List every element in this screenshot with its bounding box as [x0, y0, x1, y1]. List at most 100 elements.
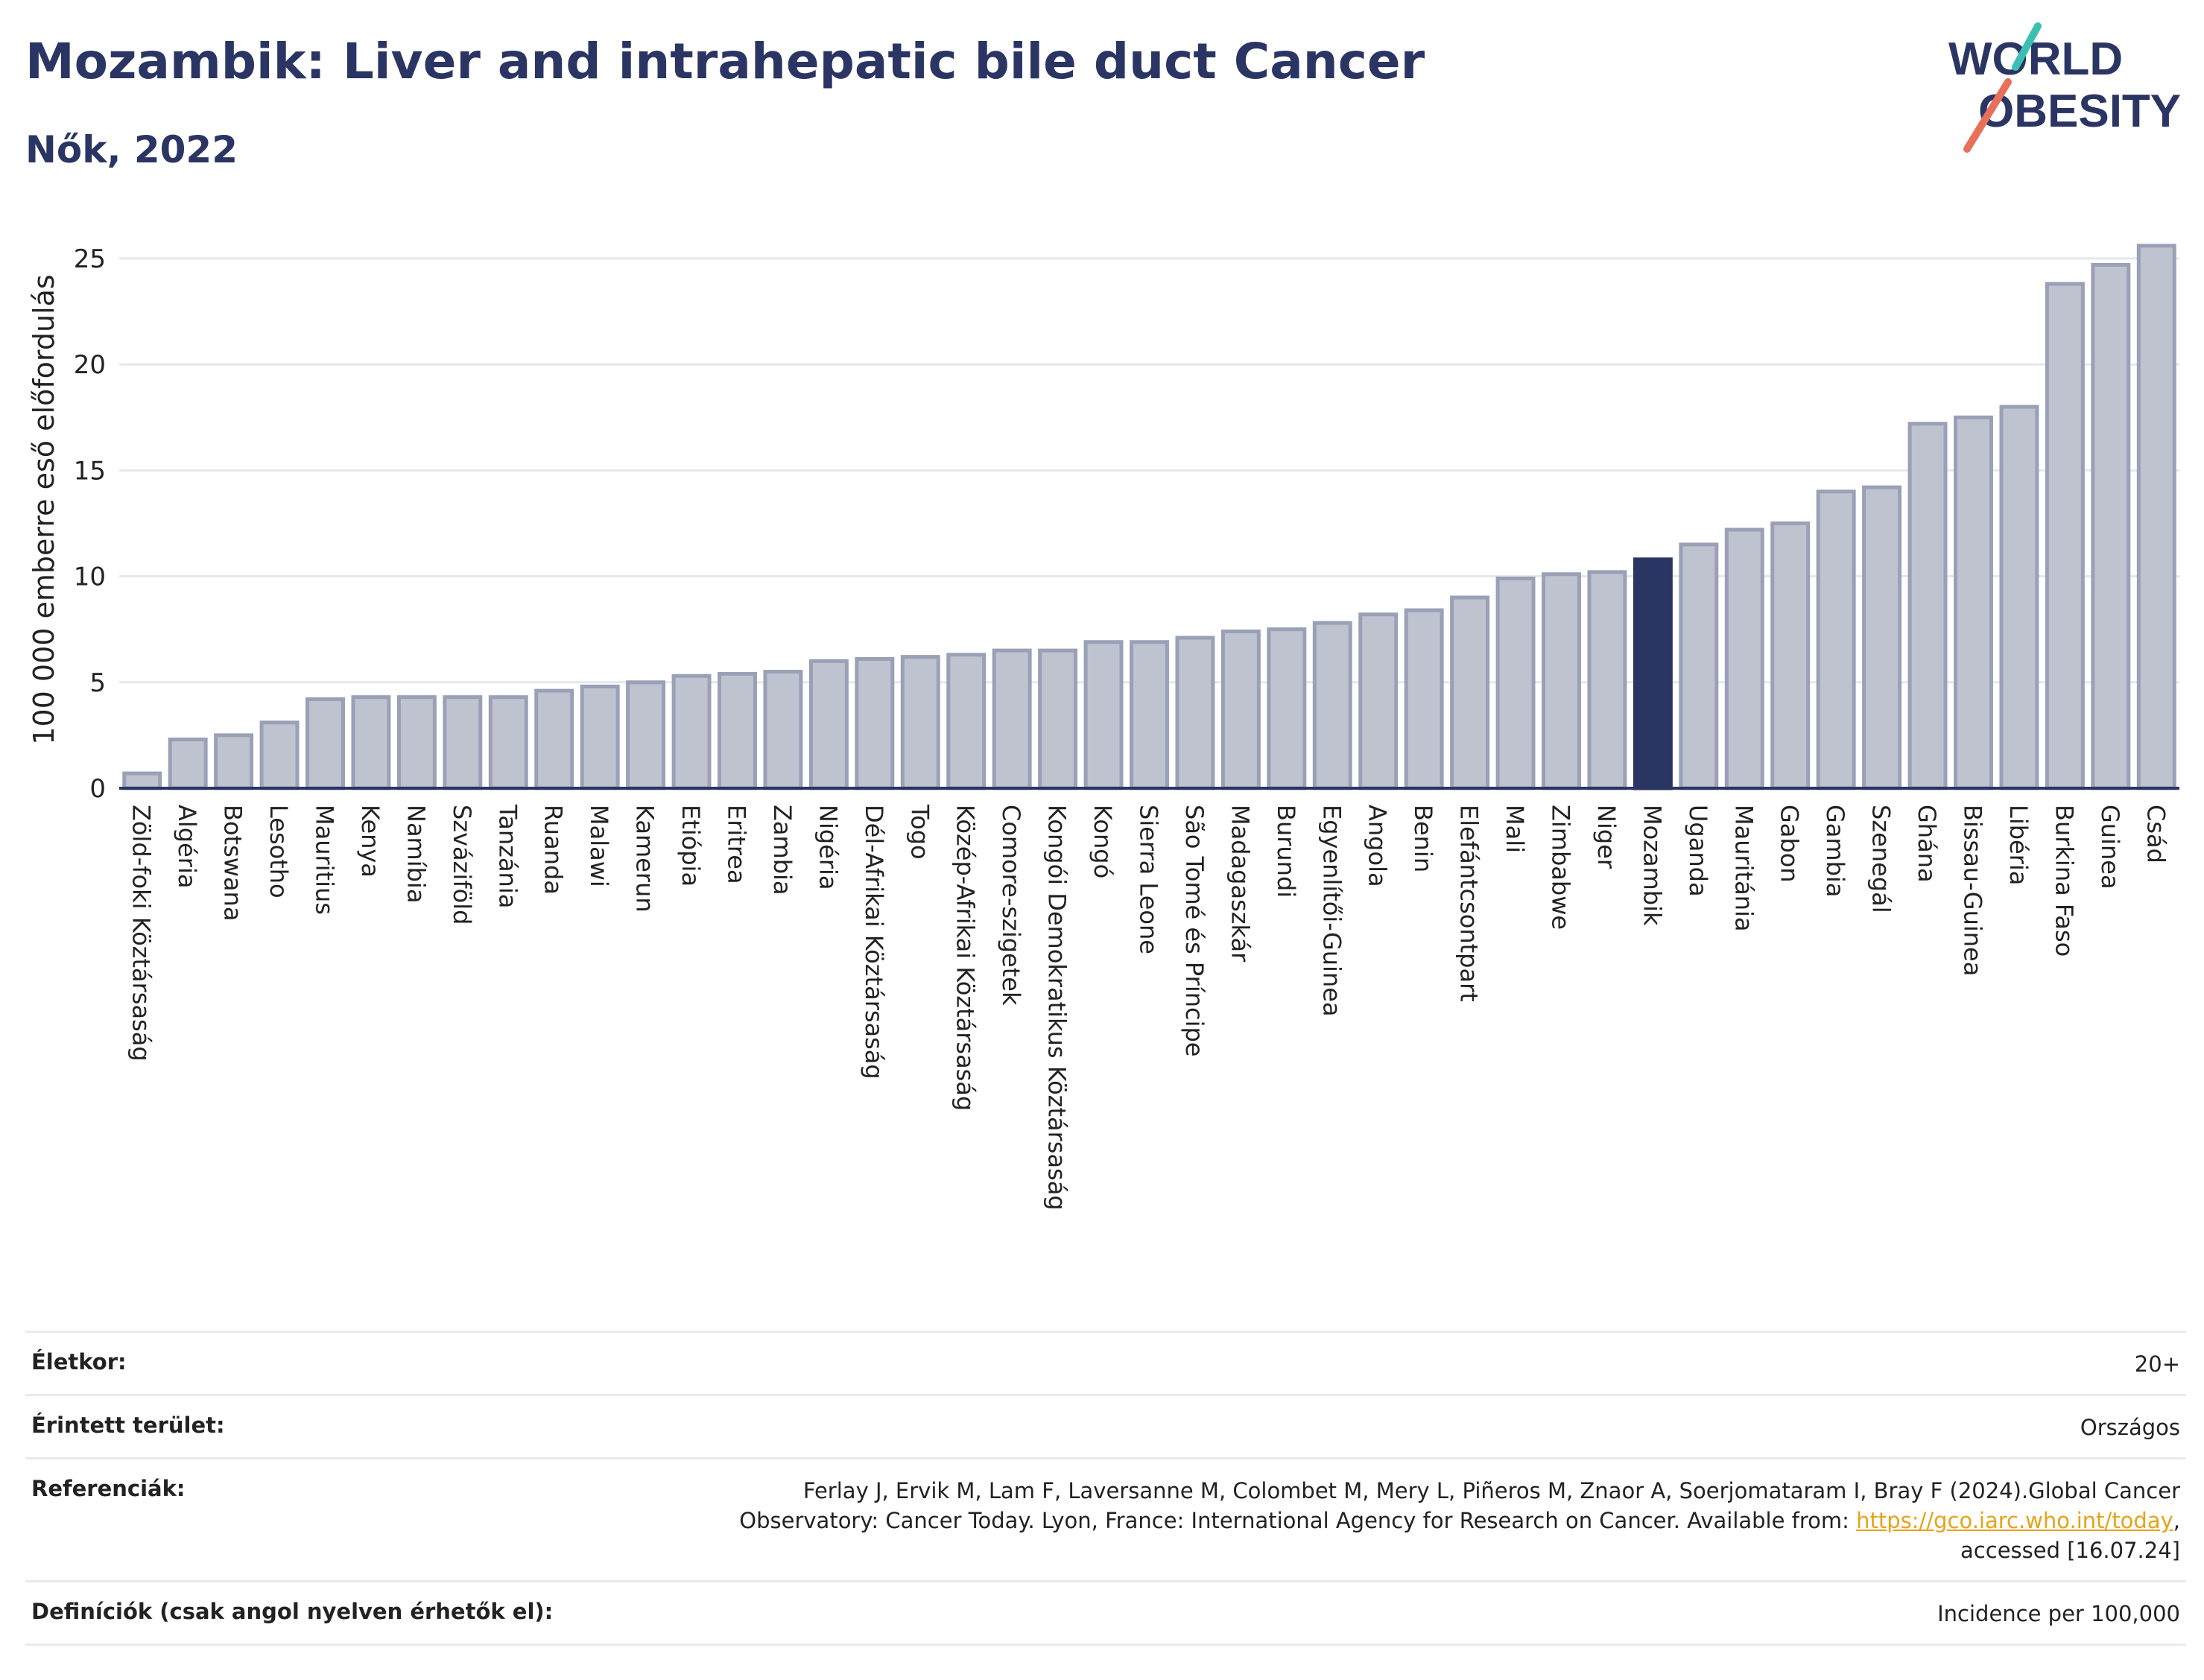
- bar: [808, 659, 849, 790]
- x-tick-label: Gambia: [1821, 805, 1849, 897]
- x-tick-label: Kenya: [356, 805, 384, 878]
- x-tick-label: Botswana: [219, 805, 247, 921]
- x-tick-label: Zöld-foki Köztársaság: [127, 805, 156, 1062]
- bar: [2091, 262, 2131, 790]
- x-tick-label: Lesotho: [265, 805, 293, 898]
- x-tick-label: Burkina Faso: [2050, 805, 2078, 957]
- reference-line-3: accessed [16.07.24]: [1960, 1538, 2180, 1563]
- bar: [1267, 627, 1307, 790]
- x-tick-label: São Tomé és Príncipe: [1180, 805, 1209, 1056]
- bar: [305, 697, 345, 790]
- bar: [946, 653, 987, 790]
- page-title: Mozambik: Liver and intrahepatic bile du…: [25, 33, 1425, 90]
- x-tick-label: Ghána: [1913, 805, 1941, 883]
- y-tick-label: 5: [89, 668, 106, 698]
- x-tick-label: Algéria: [173, 805, 201, 888]
- bar: [1633, 557, 1673, 790]
- y-tick-label: 0: [89, 774, 106, 804]
- x-tick-label: Burundi: [1272, 805, 1300, 898]
- bar: [1038, 648, 1078, 790]
- info-row-age: Életkor: 20+: [25, 1331, 2186, 1394]
- bar: [1770, 521, 1811, 790]
- age-value: 20+: [2134, 1351, 2180, 1377]
- bar: [1312, 621, 1352, 790]
- x-tick-label: Nigéria: [814, 805, 842, 890]
- reference-line-1: Ferlay J, Ervik M, Lam F, Laversanne M, …: [802, 1478, 2180, 1503]
- x-tick-label: Gabon: [1776, 805, 1804, 883]
- definitions-value: Incidence per 100,000: [1937, 1601, 2180, 1626]
- x-tick-label: Mozambik: [1638, 805, 1666, 926]
- x-tick-label: Angola: [1364, 805, 1392, 887]
- bar: [168, 738, 208, 790]
- bar: [1542, 572, 1581, 790]
- x-tick-label: Benin: [1409, 805, 1437, 872]
- bar: [1220, 630, 1261, 790]
- logo-line2: OBESITY: [1978, 86, 2181, 137]
- reference-line-2-text: Observatory: Cancer Today. Lyon, France:…: [739, 1508, 1857, 1533]
- x-tick-label: Szenegál: [1867, 805, 1896, 913]
- bar: [855, 656, 895, 790]
- x-tick-label: Közép-Afrikai Köztársaság: [951, 805, 980, 1111]
- y-tick-label: 10: [74, 562, 106, 592]
- bar: [1907, 422, 1948, 790]
- y-axis-label: 100 000 emberre eső előfordulás: [28, 274, 60, 744]
- bar: [763, 670, 803, 790]
- bar: [259, 720, 300, 790]
- bar: [580, 684, 620, 790]
- bar: [351, 695, 391, 790]
- x-tick-label: Mauritánia: [1729, 805, 1758, 931]
- x-tick-label: Niger: [1592, 805, 1621, 869]
- info-row-area: Érintett terület: Országos: [25, 1394, 2186, 1457]
- bar: [671, 673, 712, 790]
- reference-line-2-end: ,: [2173, 1508, 2180, 1533]
- bar: [1404, 608, 1444, 790]
- references-label: Referenciák:: [31, 1476, 186, 1501]
- bar: [122, 771, 162, 790]
- x-tick-label: Mali: [1501, 805, 1529, 853]
- bar: [1724, 527, 1764, 790]
- x-tick-label: Egyenlítői-Guinea: [1317, 805, 1346, 1017]
- page-subtitle: Nők, 2022: [25, 128, 238, 171]
- bar: [2045, 282, 2085, 790]
- area-value: Országos: [2080, 1415, 2180, 1440]
- world-obesity-logo: WORLD OBESITY: [1948, 22, 2181, 153]
- info-row-definitions: Definíciók (csak angol nyelven érhetők e…: [25, 1580, 2186, 1646]
- info-table: Életkor: 20+ Érintett terület: Országos …: [25, 1331, 2186, 1646]
- y-tick-label: 20: [74, 350, 106, 380]
- bar: [626, 680, 666, 790]
- x-tick-label: Libéria: [2004, 805, 2033, 885]
- bar: [1450, 595, 1490, 790]
- x-tick-label: Namíbia: [402, 805, 430, 903]
- x-tick-label: Tanzánia: [493, 804, 522, 908]
- x-tick-label: Ruanda: [539, 805, 568, 895]
- bar-chart: 0 5 10 15 20 25 100 000 emberre eső előfordulá…: [28, 244, 2179, 1211]
- x-tick-label: Kongó: [1089, 805, 1117, 878]
- reference-link[interactable]: https://gco.iarc.who.int/today: [1856, 1508, 2173, 1533]
- bar: [1358, 612, 1399, 790]
- reference-line-2: Observatory: Cancer Today. Lyon, France:…: [739, 1506, 2180, 1535]
- x-tick-label: Eritrea: [723, 805, 751, 884]
- bar: [992, 648, 1032, 790]
- x-tick-label: Kongói Demokratikus Köztársaság: [1043, 805, 1071, 1211]
- age-label: Életkor:: [31, 1349, 127, 1375]
- bar: [718, 671, 757, 790]
- bar: [1954, 415, 1993, 790]
- definitions-label: Definíciók (csak angol nyelven érhetők e…: [31, 1599, 554, 1624]
- bar: [443, 695, 483, 790]
- bar: [1130, 640, 1169, 790]
- x-tick-label: Sierra Leone: [1135, 805, 1163, 954]
- area-label: Érintett terület:: [31, 1413, 225, 1438]
- bar: [1175, 635, 1215, 790]
- y-tick-label: 25: [74, 244, 106, 274]
- info-row-references: Referenciák: Ferlay J, Ervik M, Lam F, L…: [25, 1457, 2186, 1580]
- bar: [1999, 405, 2039, 790]
- x-tick-label: Zambia: [768, 805, 797, 896]
- x-tick-label: Etiópia: [677, 805, 705, 887]
- bar: [900, 655, 940, 790]
- bar: [1587, 570, 1627, 790]
- x-tick-label: Madagaszkár: [1226, 805, 1254, 963]
- x-tick-label: Uganda: [1684, 805, 1712, 897]
- x-tick-label: Zimbabwe: [1547, 805, 1575, 930]
- bar: [1679, 542, 1719, 790]
- bar: [534, 688, 574, 790]
